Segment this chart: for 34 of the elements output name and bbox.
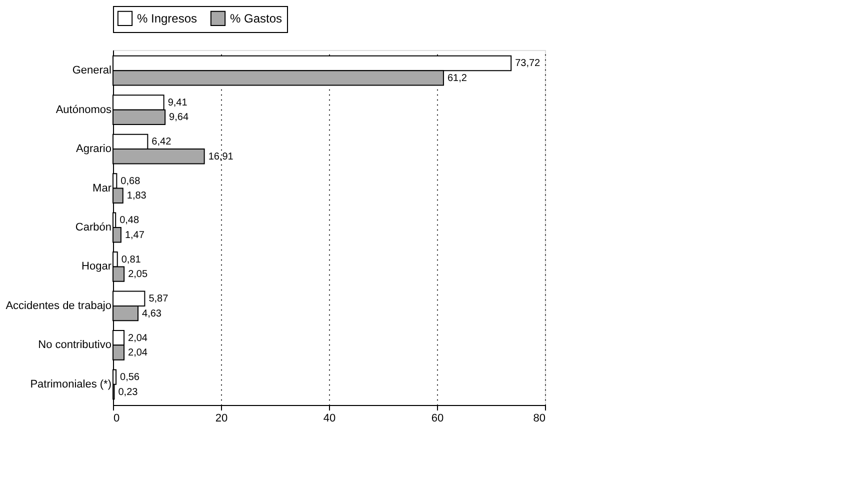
data-label: 0,23 — [118, 386, 138, 398]
y-tick-label: Hogar — [82, 260, 112, 273]
x-tick-label: 0 — [114, 412, 120, 424]
x-tick-label: 60 — [431, 412, 444, 424]
data-label: 1,83 — [126, 190, 147, 202]
y-tick-label: Autónomos — [56, 104, 112, 116]
data-label: 5,87 — [148, 294, 169, 305]
data-label: 0,48 — [120, 215, 140, 226]
y-tick-label: Accidentes de trabajo — [6, 300, 112, 312]
x-tick-label: 20 — [215, 412, 228, 424]
data-label: 2,05 — [128, 269, 148, 280]
data-label: 0,68 — [120, 176, 141, 187]
legend-label: % Ingresos — [137, 11, 198, 26]
y-tick-label: Carbón — [75, 222, 112, 234]
data-label: 9,64 — [169, 112, 189, 124]
y-tick-label: General — [72, 64, 112, 77]
x-tick-label: 80 — [533, 412, 546, 424]
y-tick-label: Agrario — [76, 143, 112, 156]
y-tick-label: Patrimoniales (*) — [30, 378, 112, 390]
data-label: 0,81 — [121, 254, 142, 266]
data-label: 9,41 — [168, 97, 188, 108]
legend-label: % Gastos — [230, 11, 282, 26]
data-label: 0,56 — [120, 372, 140, 384]
data-label: 6,42 — [152, 136, 172, 148]
data-label: 16,91 — [208, 151, 234, 162]
y-tick-label: No contributivo — [38, 339, 112, 352]
data-label: 2,04 — [128, 348, 148, 359]
data-label: 2,04 — [128, 332, 148, 344]
data-label: 1,47 — [124, 230, 145, 241]
y-tick-label: Mar — [92, 182, 112, 194]
x-tick-label: 40 — [323, 412, 336, 424]
data-label: 4,63 — [142, 308, 162, 320]
data-label: 73,72 — [515, 58, 541, 70]
data-label: 61,2 — [447, 72, 468, 84]
